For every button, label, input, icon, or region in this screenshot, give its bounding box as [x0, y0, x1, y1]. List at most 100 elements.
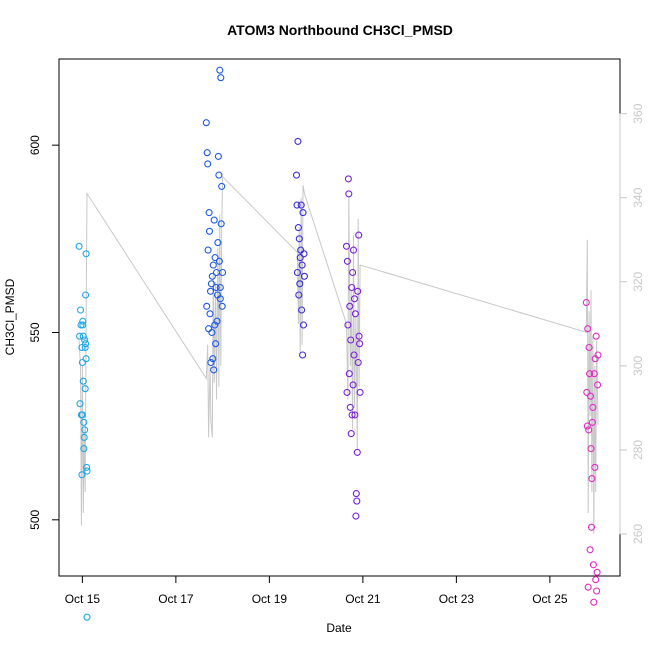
data-point: [292, 171, 301, 179]
chart-title: ATOM3 Northbound CH3Cl_PMSD: [227, 22, 453, 38]
data-point: [212, 268, 221, 277]
data-point: [203, 302, 211, 310]
data-point: [215, 257, 223, 265]
data-point: [586, 370, 594, 378]
data-point: [592, 332, 600, 340]
y-axis-label: CH3Cl_PMSD: [3, 278, 17, 355]
x-tick-label: Oct 17: [158, 592, 194, 606]
data-point: [78, 358, 86, 367]
data-point: [80, 433, 88, 441]
data-point: [78, 471, 86, 479]
data-point: [348, 283, 356, 292]
data-point: [347, 430, 355, 438]
data-point: [82, 355, 90, 363]
data-point: [589, 561, 597, 569]
data-point: [300, 250, 308, 258]
data-point: [82, 340, 90, 348]
data-point: [76, 400, 84, 408]
data-point: [584, 325, 592, 333]
x-axis: Oct 15 Oct 17 Oct 19 Oct 21 Oct 23 Oct 25: [65, 575, 568, 606]
data-point: [585, 343, 593, 352]
data-point: [79, 317, 87, 325]
data-point: [348, 411, 356, 419]
data-point: [205, 227, 214, 235]
data-point: [583, 422, 591, 430]
data-point: [347, 336, 355, 344]
x-tick-label: Oct 23: [439, 592, 475, 606]
data-point: [343, 388, 351, 396]
y-axis-left: 500 550 600: [28, 135, 60, 530]
data-point: [296, 280, 304, 288]
data-point: [592, 576, 600, 584]
data-point: [590, 370, 598, 378]
data-point: [293, 268, 301, 277]
data-point: [212, 283, 220, 292]
scatter-points: [75, 66, 602, 621]
data-point: [587, 445, 595, 453]
data-point: [354, 287, 362, 295]
data-point: [75, 242, 83, 250]
data-point: [583, 388, 591, 396]
data-point: [219, 268, 227, 277]
y-tick-label: 550: [28, 322, 42, 342]
data-point: [295, 235, 303, 243]
data-point: [345, 190, 353, 198]
data-point: [81, 343, 89, 352]
data-point: [206, 310, 214, 318]
data-point: [83, 613, 91, 621]
x-axis-label: Date: [326, 621, 352, 635]
data-point: [354, 358, 362, 367]
data-point: [213, 317, 221, 325]
data-point: [205, 209, 213, 217]
data-point: [299, 209, 307, 217]
data-point: [204, 246, 212, 254]
data-point: [82, 291, 90, 299]
y2-tick-label: 320: [631, 271, 645, 291]
data-point: [210, 366, 218, 374]
data-point: [594, 381, 602, 389]
data-point: [356, 388, 364, 396]
data-point: [207, 280, 215, 288]
data-point: [218, 182, 226, 190]
data-point: [353, 448, 361, 456]
data-point: [588, 475, 596, 483]
data-point: [343, 257, 351, 265]
data-point: [76, 306, 85, 314]
data-point: [83, 467, 91, 475]
data-point: [214, 152, 222, 160]
series-line: [78, 175, 599, 535]
data-point: [588, 418, 596, 426]
data-point: [342, 242, 351, 250]
data-point: [206, 287, 215, 295]
data-point: [295, 291, 303, 299]
data-point: [210, 216, 218, 224]
data-point: [346, 302, 354, 310]
y-tick-label: 500: [28, 509, 42, 529]
data-point: [208, 272, 216, 280]
x-tick-label: Oct 15: [65, 592, 101, 606]
data-point: [80, 445, 88, 453]
data-point: [79, 377, 87, 385]
data-point: [216, 283, 224, 292]
data-point: [299, 321, 308, 329]
data-point: [217, 74, 225, 82]
data-point: [299, 351, 307, 359]
y2-tick-label: 280: [631, 440, 645, 460]
data-point: [349, 268, 357, 277]
data-point: [586, 392, 595, 400]
data-point: [207, 358, 215, 367]
data-point: [293, 201, 301, 209]
line-series: [78, 175, 599, 535]
data-point: [209, 355, 217, 363]
data-point: [79, 321, 87, 329]
data-point: [217, 220, 225, 228]
data-point: [76, 332, 84, 340]
data-point: [298, 306, 306, 314]
data-point: [204, 160, 212, 168]
data-point: [215, 171, 223, 179]
data-point: [356, 340, 364, 348]
data-point: [585, 426, 593, 434]
x-tick-label: Oct 19: [252, 592, 288, 606]
data-point: [349, 381, 357, 389]
